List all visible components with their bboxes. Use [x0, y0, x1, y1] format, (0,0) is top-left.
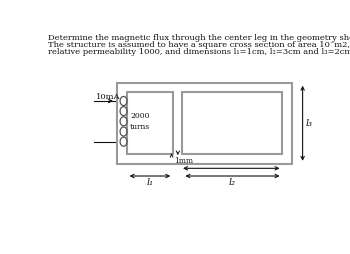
Bar	[127, 92, 173, 154]
Text: l₁: l₁	[146, 178, 153, 187]
Bar	[182, 92, 282, 154]
Text: l₃: l₃	[306, 119, 313, 128]
Text: Determine the magnetic flux through the center leg in the geometry shown below.: Determine the magnetic flux through the …	[48, 34, 350, 42]
Text: 10mA: 10mA	[96, 93, 120, 101]
Text: l₂: l₂	[229, 178, 236, 187]
Text: relative permeability 1000, and dimensions l₁=1cm, l₂=3cm and l₃=2cm: relative permeability 1000, and dimensio…	[48, 48, 350, 56]
Bar	[117, 83, 292, 164]
Text: 1mm: 1mm	[174, 157, 193, 165]
Text: 2000: 2000	[130, 112, 150, 120]
Text: turns: turns	[130, 123, 150, 131]
Text: The structure is assumed to have a square cross section of area 10⁻m2, a core wi: The structure is assumed to have a squar…	[48, 41, 350, 49]
